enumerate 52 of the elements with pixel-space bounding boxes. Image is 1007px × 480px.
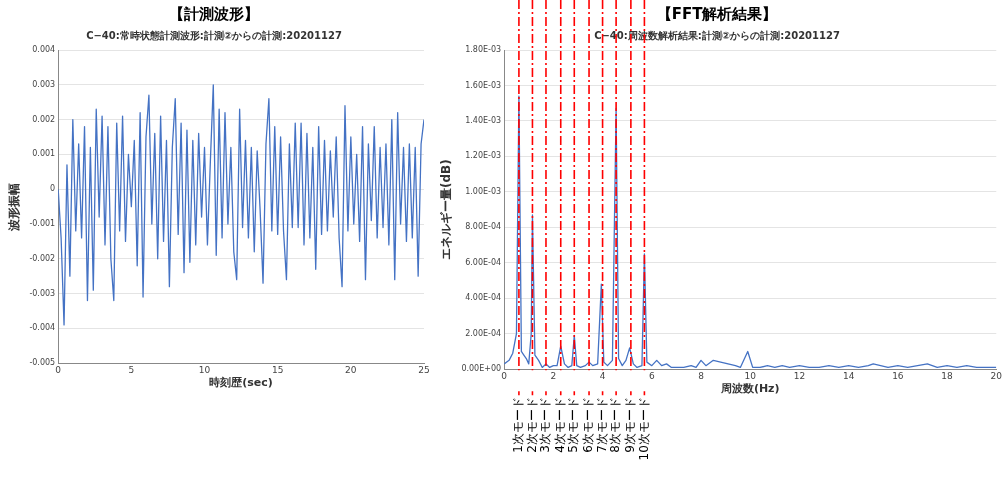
x-tick-label: 8 [698, 370, 705, 381]
chart-title: 【計測波形】 [169, 4, 259, 23]
x-tick-label: 6 [648, 370, 655, 381]
x-tick-label: 10 [198, 364, 211, 375]
y-tick-label: -0.003 [29, 288, 56, 298]
y-axis-title: エネルギー量(dB) [439, 159, 454, 260]
y-tick-label: 0 [50, 184, 56, 194]
y-tick-label: -0.002 [29, 253, 56, 263]
y-tick-label: 0.004 [32, 45, 56, 55]
y-tick-label: 2.00E-04 [465, 328, 502, 338]
y-tick-label: 0.003 [32, 79, 56, 89]
x-tick-label: 20 [345, 364, 357, 375]
x-axis-title: 周波数(Hz) [719, 381, 780, 395]
y-tick-label: 1.40E-03 [465, 116, 502, 126]
y-tick-label: -0.004 [29, 323, 56, 333]
x-tick-label: 20 [990, 370, 1003, 381]
y-tick-label: 4.00E-04 [465, 293, 502, 303]
x-tick-label: 25 [418, 364, 430, 375]
x-tick-label: 12 [793, 370, 806, 381]
x-tick-label: 10 [744, 370, 757, 381]
y-tick-label: 1.80E-03 [465, 45, 502, 55]
y-tick-label: -0.001 [29, 219, 56, 229]
ref-line-label: 4次モード [552, 397, 567, 453]
y-tick-label: 0.002 [32, 114, 56, 124]
x-tick-label: 18 [941, 370, 954, 381]
ref-line-label: 3次モード [538, 397, 553, 453]
ref-line-label: 1次モード [511, 397, 526, 453]
ref-line-label: 5次モード [566, 397, 581, 453]
ref-line-label: 7次モード [594, 397, 609, 453]
x-tick-label: 15 [271, 364, 284, 375]
ref-line-label: 10次モード [636, 397, 651, 461]
ref-line-label: 8次モード [608, 397, 623, 453]
y-axis-title: 波形振幅 [7, 182, 22, 232]
ref-line-label: 2次モード [524, 397, 539, 453]
ref-line-label: 9次モード [623, 397, 637, 453]
y-tick-label: 0.00E+00 [461, 364, 502, 374]
x-tick-label: 16 [892, 370, 904, 381]
x-tick-label: 14 [842, 370, 855, 381]
y-tick-label: 1.20E-03 [465, 151, 502, 161]
x-axis-title: 時刻歴(sec) [209, 375, 273, 389]
ref-line-label: 6次モード [581, 397, 596, 453]
y-tick-label: 6.00E-04 [465, 257, 502, 267]
y-tick-label: 1.00E-03 [465, 186, 502, 196]
y-tick-label: 0.001 [32, 149, 56, 159]
chart-subtitle: C−40:常時状態計測波形:計測②からの計測:20201127 [86, 29, 342, 41]
x-tick-label: 4 [599, 370, 606, 381]
x-tick-label: 2 [550, 370, 557, 381]
y-tick-label: 1.60E-03 [465, 80, 502, 90]
chart-title: 【FFT解析結果】 [656, 4, 778, 23]
x-tick-label: 5 [128, 364, 135, 375]
y-tick-label: -0.005 [29, 358, 56, 368]
y-tick-label: 8.00E-04 [465, 222, 502, 232]
